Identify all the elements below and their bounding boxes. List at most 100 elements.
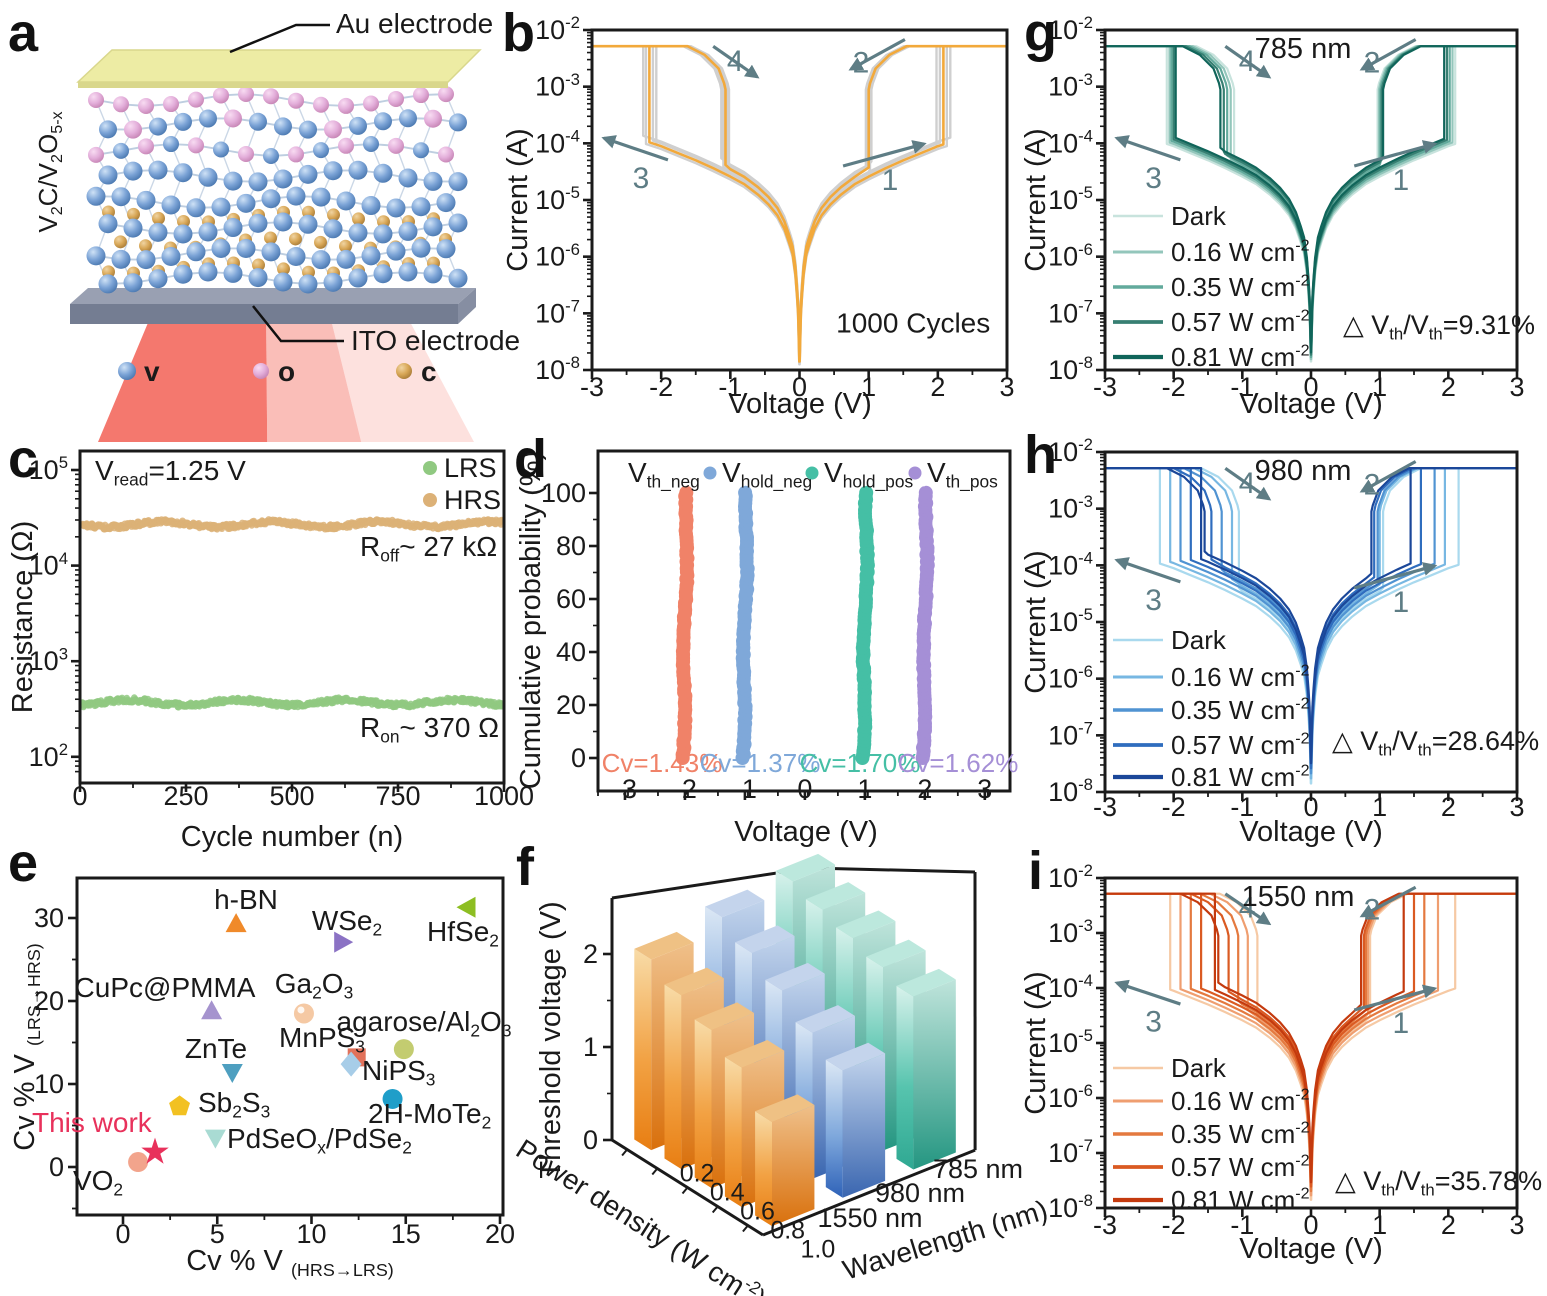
legend-label: 0.57 W cm-2	[1171, 1152, 1310, 1182]
legend-label: 0.57 W cm-2	[1171, 307, 1310, 337]
vth-shift-note: △ Vth/Vth=9.31%	[1343, 310, 1535, 343]
panel-letter-g: g	[1024, 3, 1057, 63]
light-beam	[98, 318, 268, 442]
label: 0	[1303, 792, 1318, 822]
material-label: WSe2	[312, 905, 382, 940]
ito-slab	[70, 288, 476, 304]
material-label: PdSeOx/PdSe2	[227, 1123, 412, 1158]
sweep-number: 1	[1392, 1007, 1409, 1040]
label: 10-6	[1048, 1081, 1093, 1113]
label: -1	[718, 372, 742, 402]
cycles-annotation: 1000 Cycles	[836, 308, 990, 339]
label: 1	[861, 372, 876, 402]
material-label: NiPS3	[362, 1055, 435, 1090]
label: 0	[1303, 372, 1318, 402]
legend-label: 0.35 W cm-2	[1171, 1119, 1310, 1149]
sweep-number: 2	[1364, 469, 1381, 502]
cv-annotation: Cv=1.62%	[898, 748, 1019, 778]
label: -3	[613, 774, 637, 804]
label: 0.6	[740, 1198, 775, 1226]
label: 2	[1441, 1210, 1456, 1240]
label: 10	[34, 1069, 64, 1099]
material-label: This work	[32, 1107, 153, 1138]
y-axis-label: Current (A)	[1020, 971, 1052, 1114]
label: 10-4	[1048, 971, 1093, 1003]
label: 0	[792, 372, 807, 402]
label: 1	[1372, 792, 1387, 822]
x-axis-label: Voltage (V)	[728, 388, 871, 420]
label: 105	[29, 453, 68, 485]
label: 10-7	[1048, 719, 1093, 751]
crystal-lattice	[86, 86, 468, 294]
panel-b-chart: 1 2 3 4 -3 -2 -1 0 1 2 3 10-2 10-3 10-4 10-5 10-6 10-7 10…	[502, 13, 1015, 420]
label: 0.4	[710, 1179, 745, 1207]
label: 2	[1441, 792, 1456, 822]
panel-d-chart: -3 -2 -1 0 1 2 3 0 20 40 60 80 100 Voltage (V) Cumulat…	[515, 449, 1019, 848]
panel-a-schematic: Au electrode ITO electrode V2C/V2O5-x v o c	[33, 8, 520, 442]
label: -2	[1162, 372, 1186, 402]
sweep-number: 1	[882, 164, 899, 197]
label: 3	[1509, 1210, 1524, 1240]
label: 3	[1509, 792, 1524, 822]
label: 1000	[474, 781, 534, 811]
legend-label: Vhold_neg	[722, 457, 812, 492]
label: 250	[163, 781, 208, 811]
panel-i-chart: 1 2 3 4 -3 -2 -1 0 1 2 3 10-2 10-3 10-4 10-5 10-6 10-7 10…	[1020, 861, 1542, 1265]
label: 10-7	[1048, 297, 1093, 329]
sweep-number: 1	[1392, 586, 1409, 619]
panel-letter-b: b	[502, 3, 535, 63]
label: 10-8	[1048, 1191, 1093, 1223]
label: 10-3	[1048, 70, 1093, 102]
label: 80	[556, 531, 586, 561]
label: -3	[1093, 1210, 1117, 1240]
legend-label: HRS	[444, 485, 501, 515]
label: 10-3	[1048, 916, 1093, 948]
label: 1	[1372, 1210, 1387, 1240]
vth-shift-note: △ Vth/Vth=35.78%	[1335, 1166, 1542, 1199]
panel-g-chart: 1 2 3 4 -3 -2 -1 0 1 2 3 10-2 10-3 10-4 10-5 10-6 10-7 10…	[1020, 13, 1535, 420]
material-label: CuPc@PMMA	[75, 972, 256, 1003]
label: 10-3	[535, 70, 580, 102]
legend-label: Vth_pos	[927, 457, 998, 492]
label: 0	[115, 1219, 130, 1249]
legend-label: 0.57 W cm-2	[1171, 730, 1310, 760]
label: 2	[930, 372, 945, 402]
label: 2	[1441, 372, 1456, 402]
label: 500	[269, 781, 314, 811]
cv-annotation: Cv=1.43%	[602, 748, 723, 778]
label: 1	[583, 1032, 598, 1062]
lattice-atoms	[86, 86, 468, 294]
material-label: h-BN	[214, 884, 278, 915]
label: 10-2	[1048, 861, 1093, 893]
label: 3	[977, 774, 992, 804]
hrs-resistance-label: Roff~ 27 kΩ	[360, 531, 497, 566]
label: 10-5	[1048, 1026, 1093, 1058]
y-axis-label: Current (A)	[502, 128, 534, 271]
x-axis-label: Voltage (V)	[1239, 388, 1382, 420]
label: 750	[375, 781, 420, 811]
sweep-number: 2	[1364, 893, 1381, 926]
label: 0	[797, 774, 812, 804]
y-axis-label: Current (A)	[1020, 550, 1052, 693]
panel-letter-c: c	[8, 429, 39, 489]
cv-annotation: Cv=1.70%	[800, 748, 921, 778]
label: 10-8	[535, 353, 580, 385]
label: 1	[1372, 372, 1387, 402]
label: 10-8	[1048, 353, 1093, 385]
atom-v-icon	[118, 362, 136, 380]
sweep-number: 3	[1145, 162, 1162, 195]
label: 15	[391, 1219, 421, 1249]
x-axis-label: Cv % V (HRS→LRS)	[186, 1245, 394, 1280]
legend-label: 0.16 W cm-2	[1171, 237, 1310, 267]
x-axis-label: Voltage (V)	[1239, 1233, 1382, 1265]
label: 10-2	[1048, 13, 1093, 45]
material-label: MnPS3	[279, 1022, 365, 1057]
read-voltage-annotation: Vread=1.25 V	[95, 455, 246, 490]
wavelength-title: 980 nm	[1255, 455, 1352, 487]
legend-label: 0.35 W cm-2	[1171, 272, 1310, 302]
au-plate	[76, 49, 482, 83]
label: 10-6	[535, 240, 580, 272]
label: 3	[999, 372, 1014, 402]
label: 100	[541, 478, 586, 508]
